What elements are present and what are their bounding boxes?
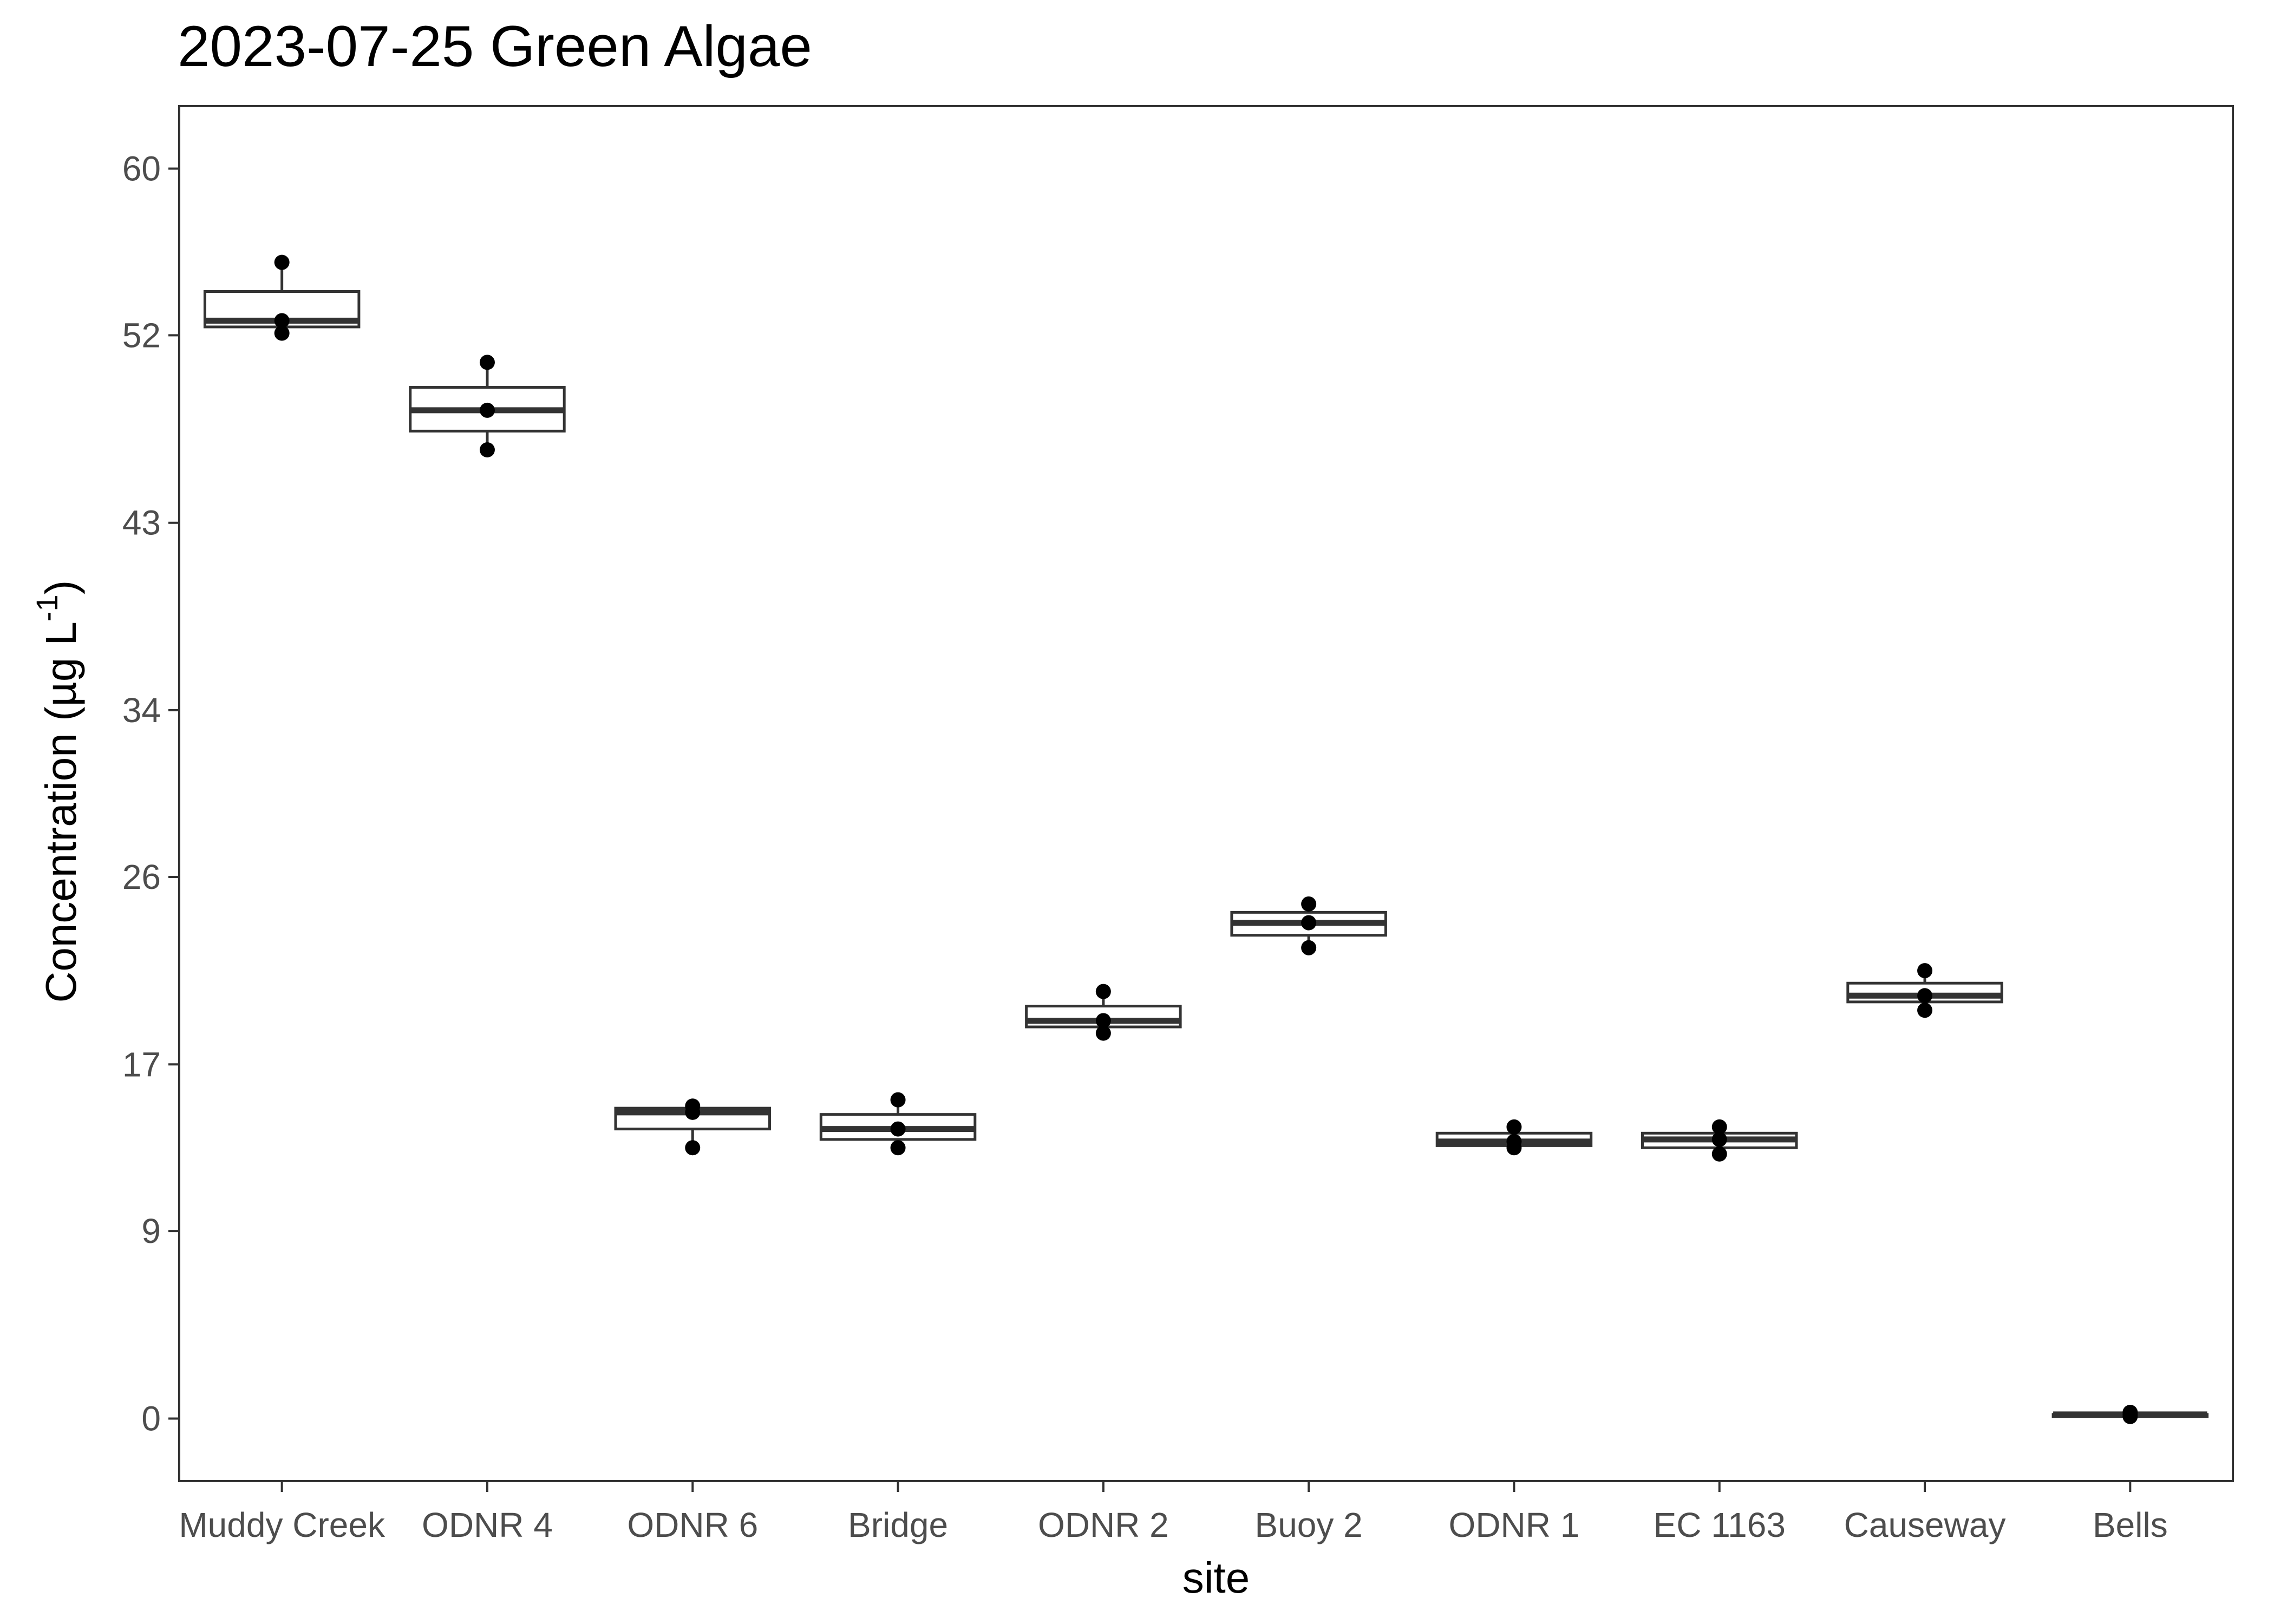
data-point xyxy=(1711,1131,1727,1147)
y-axis: 0 9 17 26 34 43 52 60 xyxy=(122,149,179,1438)
box-group xyxy=(2051,1405,2209,1424)
x-tick-label: Buoy 2 xyxy=(1255,1505,1363,1544)
box-group xyxy=(1846,963,2003,1018)
data-point xyxy=(479,442,495,457)
y-tick-label: 52 xyxy=(122,316,161,355)
y-tick-label: 60 xyxy=(122,149,161,188)
data-point xyxy=(890,1140,906,1156)
x-tick-label: ODNR 6 xyxy=(627,1505,758,1544)
data-point xyxy=(1095,984,1111,999)
data-point xyxy=(274,254,290,270)
x-axis: Muddy Creek ODNR 4 ODNR 6 Bridge ODNR 2 Buoy … xyxy=(179,1481,2168,1544)
box-group xyxy=(819,1092,977,1156)
box-group xyxy=(1435,1119,1593,1156)
x-tick-label: ODNR 2 xyxy=(1038,1505,1169,1544)
data-point xyxy=(890,1121,906,1137)
boxplot-series xyxy=(203,254,2209,1424)
x-tick-label: Causeway xyxy=(1844,1505,2006,1544)
data-point xyxy=(1917,1003,1933,1018)
box-group xyxy=(1025,984,1182,1041)
data-point xyxy=(1506,1140,1522,1156)
data-point xyxy=(685,1104,701,1120)
y-axis-title: Concentration (µg L-1) xyxy=(30,580,85,1003)
data-point xyxy=(1301,896,1317,912)
plot-panel xyxy=(178,105,2234,1482)
box-group xyxy=(1230,896,1387,955)
x-tick-label: Bells xyxy=(2093,1505,2168,1544)
y-tick-label: 0 xyxy=(141,1399,161,1438)
data-point xyxy=(1301,940,1317,955)
data-point xyxy=(1711,1119,1727,1135)
data-point xyxy=(890,1092,906,1108)
y-tick-label: 43 xyxy=(122,503,161,542)
data-point xyxy=(479,402,495,418)
box-group xyxy=(1641,1119,1798,1162)
y-tick-label: 26 xyxy=(122,857,161,896)
data-point xyxy=(1917,963,1933,979)
data-point xyxy=(274,325,290,341)
data-point xyxy=(1095,1025,1111,1041)
data-point xyxy=(479,355,495,370)
data-point xyxy=(1711,1146,1727,1162)
data-point xyxy=(1506,1119,1522,1135)
x-tick-label: ODNR 4 xyxy=(422,1505,553,1544)
box-group xyxy=(203,254,361,341)
data-point xyxy=(274,313,290,329)
x-tick-label: Bridge xyxy=(848,1505,948,1544)
chart-title: 2023-07-25 Green Algae xyxy=(178,14,812,78)
x-tick-label: Muddy Creek xyxy=(179,1505,385,1544)
y-tick-label: 9 xyxy=(141,1212,161,1250)
y-tick-label: 34 xyxy=(122,691,161,730)
data-point xyxy=(685,1140,701,1156)
data-point xyxy=(2122,1409,2138,1424)
box-group xyxy=(409,355,566,457)
x-axis-title: site xyxy=(1182,1554,1250,1602)
box-group xyxy=(614,1098,771,1156)
x-tick-label: ODNR 1 xyxy=(1449,1505,1580,1544)
data-point xyxy=(1095,1013,1111,1029)
data-point xyxy=(1917,988,1933,1004)
y-tick-label: 17 xyxy=(122,1045,161,1084)
x-tick-label: EC 1163 xyxy=(1654,1505,1786,1544)
data-point xyxy=(1301,915,1317,931)
